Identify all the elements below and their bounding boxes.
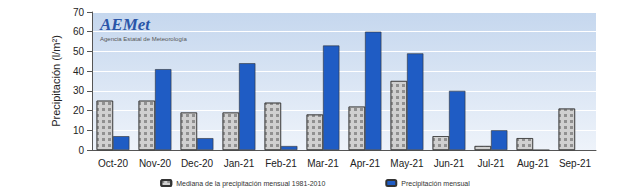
svg-text:Agencia Estatal de Meteorologí: Agencia Estatal de Meteorología — [100, 36, 187, 42]
svg-text:Jun-21: Jun-21 — [434, 158, 465, 169]
svg-text:Mar-21: Mar-21 — [307, 158, 339, 169]
svg-text:Mediana de la precipitación me: Mediana de la precipitación mensual 1981… — [176, 180, 325, 188]
svg-text:May-21: May-21 — [390, 158, 424, 169]
svg-text:Precipitación (l/m²): Precipitación (l/m²) — [50, 35, 62, 127]
svg-text:60: 60 — [73, 26, 85, 37]
svg-text:Sep-21: Sep-21 — [559, 158, 592, 169]
svg-text:Aug-21: Aug-21 — [517, 158, 550, 169]
svg-text:Feb-21: Feb-21 — [265, 158, 297, 169]
svg-text:Jul-21: Jul-21 — [477, 158, 505, 169]
svg-text:0: 0 — [78, 145, 84, 156]
svg-text:20: 20 — [73, 105, 85, 116]
svg-text:Jan-21: Jan-21 — [224, 158, 255, 169]
svg-text:Apr-21: Apr-21 — [350, 158, 380, 169]
svg-text:AEMet: AEMet — [100, 15, 151, 34]
svg-text:Oct-20: Oct-20 — [98, 158, 128, 169]
svg-text:50: 50 — [73, 46, 85, 57]
svg-text:70: 70 — [73, 7, 85, 18]
svg-text:30: 30 — [73, 85, 85, 96]
svg-text:10: 10 — [73, 125, 85, 136]
svg-text:Precipitación mensual: Precipitación mensual — [401, 180, 470, 188]
svg-text:Dec-20: Dec-20 — [181, 158, 214, 169]
svg-text:40: 40 — [73, 66, 85, 77]
svg-text:Nov-20: Nov-20 — [139, 158, 172, 169]
